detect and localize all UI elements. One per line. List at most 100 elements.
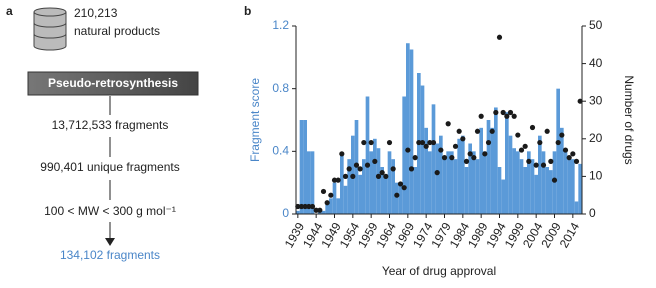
database-icon [33,7,67,51]
bar [329,198,333,214]
dot [390,166,396,172]
y2-axis-title: Number of drugs [622,75,636,164]
dot [529,124,536,131]
dot [566,155,572,161]
y-tick-label: 0.4 [272,144,289,158]
bar [512,148,516,214]
dot [562,147,569,153]
panel-label: b [244,4,251,18]
dot [339,151,345,157]
bar [574,201,579,214]
bar [450,151,454,214]
dot [368,139,374,146]
dot [331,177,338,183]
dot [419,139,426,146]
source-label: natural products [74,24,160,38]
dot [386,139,393,146]
dot [375,173,382,179]
y2-tick-label: 20 [589,131,603,145]
process-box [27,71,199,96]
bar [483,151,487,214]
bar [519,159,524,214]
x-tick-label: 2014 [557,220,583,250]
panel-label: a [6,4,13,18]
bar [479,127,483,214]
dot [441,155,448,161]
bar [431,104,436,214]
bar [380,167,384,214]
arrow-head [105,238,115,246]
bar [439,135,443,214]
dot [482,151,488,157]
dot [500,109,506,116]
bar [516,151,520,214]
dot [463,158,470,164]
bar [534,174,538,214]
y-tick-label: 1.2 [272,18,289,32]
y-tick-label: 0.8 [272,81,289,95]
y-tick-label: 0 [282,206,289,220]
bar [299,120,304,214]
bar [567,159,571,214]
bar [424,127,428,214]
bar [303,120,307,214]
bar [475,159,480,214]
dot [430,139,437,146]
bar [464,167,469,214]
dot [346,166,352,172]
bar [501,179,505,214]
bar [530,159,535,214]
bar [435,143,439,214]
bar [420,85,425,215]
flow-step: 100 < MW < 300 g mol⁻¹ [44,204,176,218]
dot [489,128,495,134]
flow-step: 13,712,533 fragments [52,118,169,132]
bar [362,159,366,214]
bar [523,167,527,214]
bar [549,170,553,214]
dot [570,151,576,157]
dot [518,147,525,153]
y2-tick-label: 30 [589,93,603,107]
dot [295,203,301,210]
bar [545,167,549,214]
dot [471,155,477,161]
bar [541,151,546,214]
dot [379,170,385,176]
dot [573,158,580,164]
dot [526,158,532,164]
bar [369,151,373,214]
bar [563,151,568,214]
bar [538,135,542,214]
y2-tick-label: 50 [589,18,603,32]
bar [560,127,564,214]
bar [486,120,491,214]
dot [320,188,327,195]
bar [409,49,414,214]
bar [332,182,337,214]
bar [373,138,377,214]
bar [296,210,300,214]
dot [342,173,349,179]
dot [427,139,433,146]
dot [353,162,360,168]
bar [347,159,351,214]
bar [340,154,344,214]
dot [445,121,451,127]
dot [544,128,550,134]
bar [358,174,362,214]
flow-result: 134,102 fragments [60,248,160,262]
dot [551,177,558,183]
dot [302,203,308,210]
bar [325,201,329,214]
bar [578,163,582,214]
dot [559,132,565,138]
dot [460,136,466,142]
bar [376,148,381,214]
bar [307,151,311,214]
dot [485,139,492,146]
y2-tick-label: 40 [589,56,603,70]
dot [372,158,378,164]
bar [490,127,494,214]
